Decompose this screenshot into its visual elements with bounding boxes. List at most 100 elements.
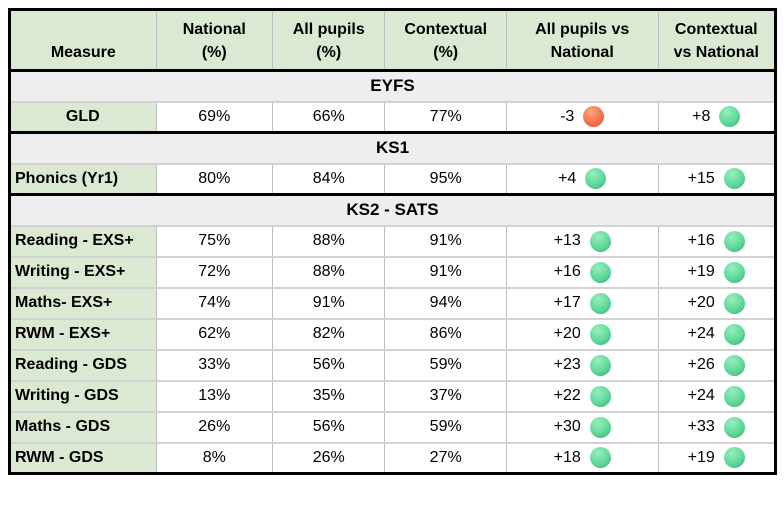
delta-value: +33 bbox=[687, 418, 715, 435]
header-line1: Contextual bbox=[404, 21, 488, 39]
measure-cell: RWM - GDS bbox=[9, 442, 157, 474]
column-header-all-pupils-vs-national: All pupils vs National bbox=[505, 9, 659, 71]
delta-value: -3 bbox=[560, 107, 575, 125]
table-body: EYFS GLD 69% 66% 77% -3 +8 KS1 Phonics (… bbox=[9, 70, 776, 474]
section-header-ks1: KS1 bbox=[9, 132, 776, 164]
all-pupils-cell: 91% bbox=[272, 287, 386, 319]
delta-value: +20 bbox=[687, 294, 715, 311]
national-cell: 62% bbox=[155, 318, 274, 350]
all-vs-national-cell: +23 bbox=[505, 349, 659, 381]
table-row-rwm-gds: RWM - GDS 8% 26% 27% +18 +19 bbox=[9, 442, 776, 474]
status-ball-icon bbox=[585, 168, 607, 190]
contextual-cell: 94% bbox=[384, 287, 507, 319]
delta-value: +16 bbox=[553, 263, 581, 280]
contextual-cell: 59% bbox=[384, 411, 507, 443]
status-ball-icon bbox=[723, 168, 745, 190]
all-pupils-cell: 88% bbox=[272, 225, 386, 257]
national-cell: 8% bbox=[155, 442, 274, 474]
status-ball-icon bbox=[589, 385, 611, 407]
delta-value: +24 bbox=[687, 325, 715, 342]
delta-value: +30 bbox=[553, 418, 581, 435]
contextual-cell: 27% bbox=[384, 442, 507, 474]
status-ball-icon bbox=[583, 106, 605, 128]
delta-value: +26 bbox=[687, 356, 715, 373]
status-ball-icon bbox=[589, 230, 611, 252]
measure-cell: Maths - GDS bbox=[9, 411, 157, 443]
contextual-vs-national-cell: +16 bbox=[657, 225, 776, 257]
header-line1: All pupils vs bbox=[535, 21, 630, 39]
header-line2: (%) bbox=[201, 43, 227, 61]
delta-value: +17 bbox=[553, 294, 581, 311]
table-row-phonics: Phonics (Yr1) 80% 84% 95% +4 +15 bbox=[9, 163, 776, 195]
status-ball-icon bbox=[723, 292, 745, 314]
contextual-vs-national-cell: +24 bbox=[657, 380, 776, 412]
header-line2: Measure bbox=[50, 43, 116, 61]
national-cell: 33% bbox=[155, 349, 274, 381]
status-ball-icon bbox=[723, 354, 745, 376]
section-header-ks2-sats: KS2 - SATS bbox=[9, 194, 776, 226]
table-row-maths-gds: Maths - GDS 26% 56% 59% +30 +33 bbox=[9, 411, 776, 443]
contextual-cell: 91% bbox=[384, 256, 507, 288]
all-vs-national-cell: +18 bbox=[505, 442, 659, 474]
all-vs-national-cell: -3 bbox=[505, 101, 659, 133]
national-cell: 75% bbox=[155, 225, 274, 257]
section-title: KS1 bbox=[375, 138, 410, 158]
contextual-cell: 95% bbox=[384, 163, 507, 195]
national-cell: 80% bbox=[155, 163, 274, 195]
status-ball-icon bbox=[589, 447, 611, 469]
measure-cell: Writing - EXS+ bbox=[9, 256, 157, 288]
all-pupils-cell: 35% bbox=[272, 380, 386, 412]
all-pupils-cell: 82% bbox=[272, 318, 386, 350]
header-line2: vs National bbox=[673, 43, 759, 61]
national-cell: 26% bbox=[155, 411, 274, 443]
status-ball-icon bbox=[723, 261, 745, 283]
measure-cell: GLD bbox=[9, 101, 157, 133]
delta-value: +22 bbox=[553, 387, 581, 404]
measure-cell: Maths- EXS+ bbox=[9, 287, 157, 319]
national-cell: 72% bbox=[155, 256, 274, 288]
performance-table-wrap: Measure National (%) All pupils (%) Cont… bbox=[8, 8, 777, 475]
all-pupils-cell: 56% bbox=[272, 411, 386, 443]
contextual-vs-national-cell: +20 bbox=[657, 287, 776, 319]
national-cell: 74% bbox=[155, 287, 274, 319]
section-title: KS2 - SATS bbox=[346, 200, 439, 220]
table-row-reading-exs: Reading - EXS+ 75% 88% 91% +13 +16 bbox=[9, 225, 776, 257]
table-header: Measure National (%) All pupils (%) Cont… bbox=[9, 9, 776, 71]
table-row-maths-exs: Maths- EXS+ 74% 91% 94% +17 +20 bbox=[9, 287, 776, 319]
delta-value: +18 bbox=[553, 448, 581, 466]
delta-value: +19 bbox=[687, 448, 715, 466]
delta-value: +24 bbox=[687, 387, 715, 404]
delta-value: +4 bbox=[558, 169, 577, 187]
header-line2: (%) bbox=[433, 43, 459, 61]
contextual-vs-national-cell: +19 bbox=[657, 442, 776, 474]
status-ball-icon bbox=[723, 447, 745, 469]
status-ball-icon bbox=[589, 292, 611, 314]
measure-cell: RWM - EXS+ bbox=[9, 318, 157, 350]
delta-value: +20 bbox=[553, 325, 581, 342]
header-line1: National bbox=[182, 21, 246, 39]
header-line2: National bbox=[550, 43, 614, 61]
all-pupils-cell: 66% bbox=[272, 101, 386, 133]
contextual-vs-national-cell: +33 bbox=[657, 411, 776, 443]
measure-cell: Writing - GDS bbox=[9, 380, 157, 412]
table-row-rwm-exs: RWM - EXS+ 62% 82% 86% +20 +24 bbox=[9, 318, 776, 350]
delta-value: +13 bbox=[553, 232, 581, 249]
all-vs-national-cell: +16 bbox=[505, 256, 659, 288]
column-header-all-pupils: All pupils (%) bbox=[272, 9, 386, 71]
contextual-cell: 37% bbox=[384, 380, 507, 412]
contextual-cell: 91% bbox=[384, 225, 507, 257]
contextual-vs-national-cell: +8 bbox=[657, 101, 776, 133]
all-pupils-cell: 84% bbox=[272, 163, 386, 195]
header-line1: All pupils bbox=[292, 21, 365, 39]
measure-cell: Reading - GDS bbox=[9, 349, 157, 381]
status-ball-icon bbox=[589, 354, 611, 376]
table-row-writing-exs: Writing - EXS+ 72% 88% 91% +16 +19 bbox=[9, 256, 776, 288]
contextual-vs-national-cell: +19 bbox=[657, 256, 776, 288]
status-ball-icon bbox=[723, 323, 745, 345]
section-title: EYFS bbox=[370, 76, 415, 96]
status-ball-icon bbox=[723, 230, 745, 252]
table-row-gld: GLD 69% 66% 77% -3 +8 bbox=[9, 101, 776, 133]
header-line2: (%) bbox=[316, 43, 342, 61]
contextual-cell: 59% bbox=[384, 349, 507, 381]
delta-value: +8 bbox=[692, 107, 711, 125]
